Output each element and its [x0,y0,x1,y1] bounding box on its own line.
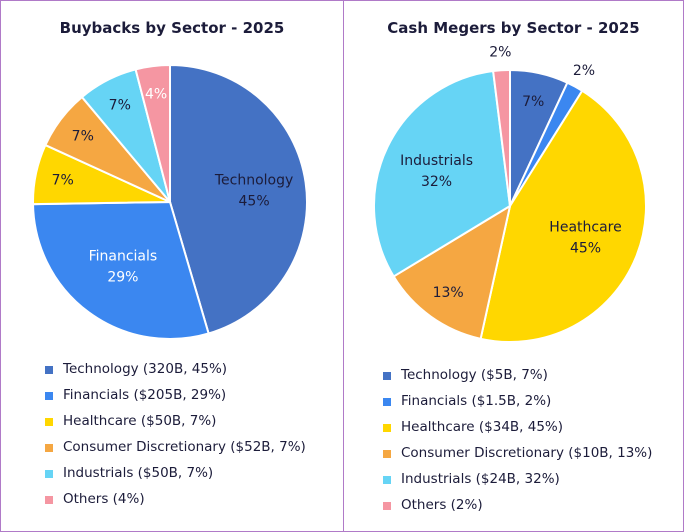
slice-label-others: 4% [145,86,167,102]
slice-label-technology: Technology 45% [214,172,293,209]
slice-label-industrials: 7% [109,98,131,114]
slice-label-financials: 2% [573,63,595,79]
legend-swatch [383,372,391,380]
legend-label: Technology ($5B, 7%) [401,367,548,383]
legend-label: Others (4%) [63,491,145,507]
legend-label: Healthcare ($50B, 7%) [63,413,217,429]
legend-swatch [383,398,391,406]
slice-label-healthcare: 7% [52,173,74,189]
legend-swatch [383,424,391,432]
legend-swatch [45,444,53,452]
legend-swatch [383,476,391,484]
legend-swatch [383,502,391,510]
chart-title: Cash Megers by Sector - 2025 [387,19,640,37]
pie-slice-industrials [373,69,512,278]
slice-label-consumer-discretionary: 13% [433,285,464,301]
legend-label: Industrials ($24B, 32%) [401,471,560,487]
slice-label-industrials: Industrials 32% [400,153,473,190]
slice-label-others: 2% [489,44,511,60]
pie-slice-consumer-discretionary [392,203,512,340]
slice-label-healthcare: Heathcare 45% [549,219,621,256]
legend-label: Healthcare ($34B, 45%) [401,419,564,435]
legend-swatch [45,418,53,426]
legend-swatch [45,366,53,374]
legend-label: Technology (320B, 45%) [63,361,228,377]
legend-label: Others (2%) [401,497,483,513]
pie-slice-others [134,63,171,203]
legend-swatch [45,392,53,400]
legend-swatch [383,450,391,458]
chart-title: Buybacks by Sector - 2025 [59,19,285,37]
legend-swatch [45,470,53,478]
legend-label: Consumer Discretionary ($10B, 13%) [401,445,653,461]
legend-label: Industrials ($50B, 7%) [63,465,214,481]
legend-swatch [45,496,53,504]
pie-slice-healthcare [479,89,647,343]
slice-label-consumer-discretionary: 7% [72,129,94,145]
legend-label: Financials ($1.5B, 2%) [401,393,552,409]
slice-label-technology: 7% [522,94,544,110]
legend-label: Financials ($205B, 29%) [63,387,227,403]
slice-label-financials: Financials 29% [89,248,158,285]
pie-slice-others [492,68,511,207]
legend-label: Consumer Discretionary ($52B, 7%) [63,439,306,455]
pie-slice-financials [32,200,210,340]
pie-slice-technology [169,63,308,335]
